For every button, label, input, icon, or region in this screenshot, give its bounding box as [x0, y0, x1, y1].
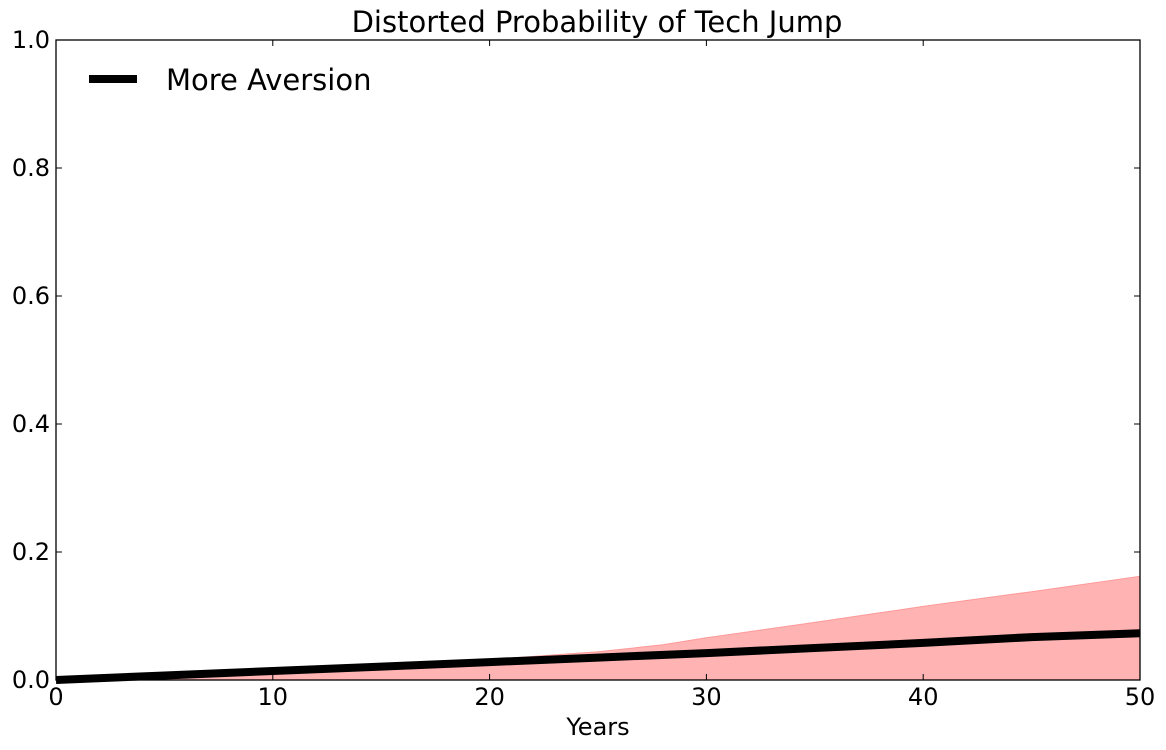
legend-label-more-aversion: More Aversion [166, 63, 371, 97]
x-tick-label: 30 [691, 683, 722, 711]
y-tick-label: 0.0 [12, 666, 50, 694]
series-line-0 [55, 629, 1141, 684]
x-tick-label: 10 [258, 683, 289, 711]
y-tick-label: 0.8 [12, 154, 50, 182]
x-axis-label: Years [565, 713, 629, 741]
y-axis: 0.0 0.2 0.4 0.6 0.8 1.0 [12, 26, 1140, 694]
plot-frame [55, 39, 1141, 681]
x-tick-label: 50 [1125, 683, 1156, 711]
y-tick-label: 0.2 [12, 538, 50, 566]
legend: More Aversion [89, 63, 371, 97]
y-tick-label: 0.6 [12, 282, 50, 310]
y-tick-label: 0.4 [12, 410, 50, 438]
x-axis: 0 10 20 30 40 50 [48, 40, 1155, 711]
chart-title: Distorted Probability of Tech Jump [352, 5, 843, 39]
x-tick-label: 40 [908, 683, 939, 711]
x-tick-label: 20 [474, 683, 505, 711]
x-tick-label: 0 [48, 683, 63, 711]
y-tick-label: 1.0 [12, 26, 50, 54]
